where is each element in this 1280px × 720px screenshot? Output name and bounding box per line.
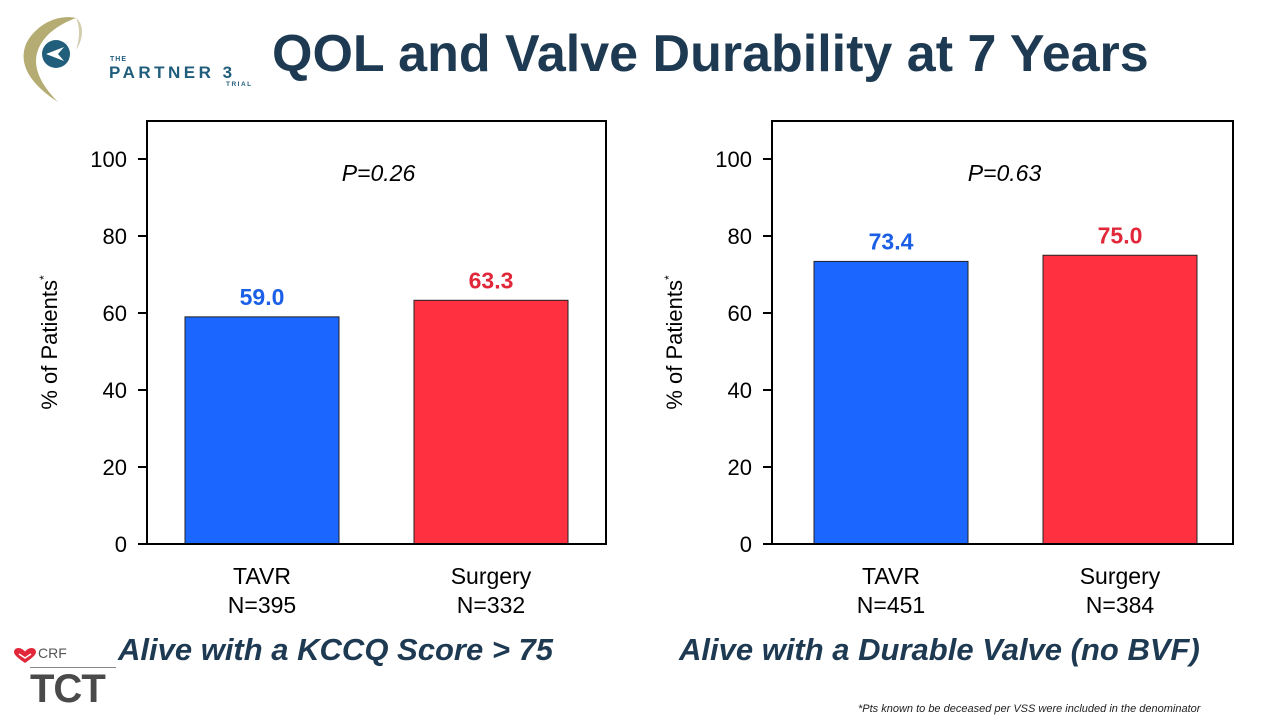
- chart-2-y-axis-label: % of Patients*: [662, 275, 687, 410]
- chart-2-y-tick-label: 40: [728, 378, 752, 403]
- partner3-logo: THE PARTNER 3 TRIAL: [18, 14, 258, 106]
- chart-1-y-axis-label-superscript: *: [37, 275, 51, 280]
- chart-1-y-tick-label: 80: [103, 224, 127, 249]
- chart-2-y-tick-label: 0: [740, 532, 752, 557]
- chart-1-bar-surgery: [413, 299, 569, 545]
- chart-1-y-tick-label: 100: [90, 147, 127, 172]
- chart-2-bar-tavr: [813, 260, 969, 545]
- chart-1-y-tick-label: 60: [103, 301, 127, 326]
- chart-2-y-tick-label: 100: [715, 147, 752, 172]
- chart-2-data-label-tavr: 73.4: [869, 228, 914, 254]
- chart-1-bar-tavr: [184, 316, 340, 545]
- chart-1-data-label-tavr: 59.0: [240, 284, 285, 310]
- chart-1-data-label-surgery: 63.3: [469, 267, 514, 293]
- chart-2-y-tick-label: 20: [728, 455, 752, 480]
- chart-2-y-tick-label: 60: [728, 301, 752, 326]
- crf-text: CRF: [38, 645, 67, 661]
- chart-1-y-axis-label: % of Patients*: [37, 275, 62, 410]
- chart-1-y-tick-label: 0: [115, 532, 127, 557]
- chart-1-x-tick-n-surgery: N=332: [457, 592, 525, 618]
- chart-2-x-tick-n-surgery: N=384: [1086, 592, 1155, 618]
- logo-the-text: THE: [110, 56, 127, 63]
- footnote: *Pts known to be deceased per VSS were i…: [858, 703, 1201, 715]
- chart-2-x-tick-label-tavr: TAVR: [862, 563, 920, 589]
- chart-2-title: Alive with a Durable Valve (no BVF): [679, 632, 1200, 667]
- chart-2-x-tick-n-tavr: N=451: [857, 592, 925, 618]
- tct-logo-text: TCT: [30, 667, 106, 711]
- chart-2-y-tick-label: 80: [728, 224, 752, 249]
- tct-divider: [30, 667, 116, 668]
- chart-2-y-axis-label-superscript: *: [662, 275, 676, 280]
- partner3-heart-logo-icon: [23, 17, 82, 103]
- chart-2-bar-surgery: [1042, 254, 1198, 545]
- logo-trial-text: TRIAL: [226, 81, 253, 88]
- chart-1-x-tick-n-tavr: N=395: [228, 592, 296, 618]
- page-title: QOL and Valve Durability at 7 Years: [272, 25, 1149, 83]
- chart-1-p-value: P=0.26: [342, 160, 416, 186]
- crf-heart-icon: [14, 648, 36, 663]
- chart-2-data-label-surgery: 75.0: [1098, 222, 1143, 248]
- chart-2-p-value: P=0.63: [968, 160, 1042, 186]
- chart-1-x-tick-label-tavr: TAVR: [233, 563, 291, 589]
- chart-1-y-tick-label: 20: [103, 455, 127, 480]
- chart-1-title: Alive with a KCCQ Score > 75: [118, 632, 554, 667]
- chart-1-y-tick-label: 40: [103, 378, 127, 403]
- chart-1-x-tick-label-surgery: Surgery: [451, 563, 532, 589]
- logo-name-text: PARTNER 3: [109, 63, 236, 82]
- chart-2-x-tick-label-surgery: Surgery: [1080, 563, 1161, 589]
